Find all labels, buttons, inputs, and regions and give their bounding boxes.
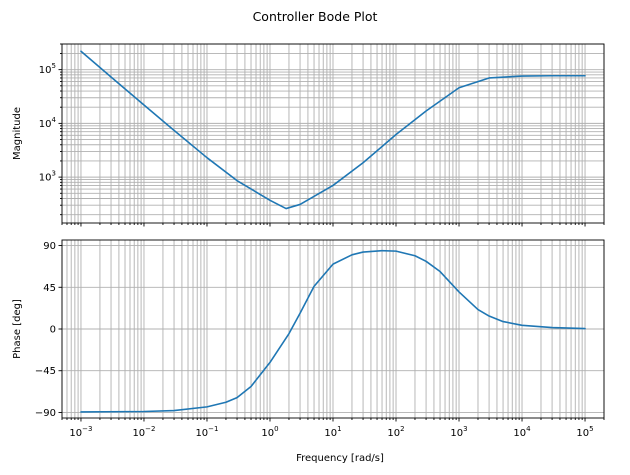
y-tick-label: 0 <box>50 325 56 336</box>
axes-frame <box>61 239 605 419</box>
x-tick-label: 102 <box>387 425 404 439</box>
y-tick-label: 104 <box>39 116 57 130</box>
x-tick-label: 100 <box>261 425 278 439</box>
figure-title: Controller Bode Plot <box>253 9 378 24</box>
x-tick-label: 104 <box>513 425 531 439</box>
magnitude-curve <box>80 50 586 210</box>
y-tick-label: 103 <box>39 170 56 184</box>
phase-curve <box>80 249 586 413</box>
x-tick-label: 10−2 <box>132 425 155 439</box>
y-tick-label: −90 <box>35 408 56 419</box>
axes-frame <box>61 43 605 224</box>
y-tick-label: 45 <box>43 283 56 294</box>
x-tick-label: 103 <box>450 425 467 439</box>
magnitude-panel: 103 104 105 <box>39 43 605 227</box>
phase-panel: −90 −45 0 45 90 10−3 10−2 10−1 100 101 102 103 104 10… <box>35 239 605 439</box>
x-tick-label: 10−1 <box>195 425 218 439</box>
phase-ylabel: Phase [deg] <box>12 299 23 359</box>
x-tick-label: 10−3 <box>69 425 92 439</box>
y-tick-label: 90 <box>43 241 56 252</box>
x-tick-label: 105 <box>576 425 593 439</box>
x-tick-label: 101 <box>324 425 341 439</box>
y-tick-label: 105 <box>39 62 56 76</box>
y-tick-label: −45 <box>35 366 56 377</box>
magnitude-ylabel: Magnitude <box>12 107 23 160</box>
frequency-xlabel: Frequency [rad/s] <box>296 453 384 464</box>
